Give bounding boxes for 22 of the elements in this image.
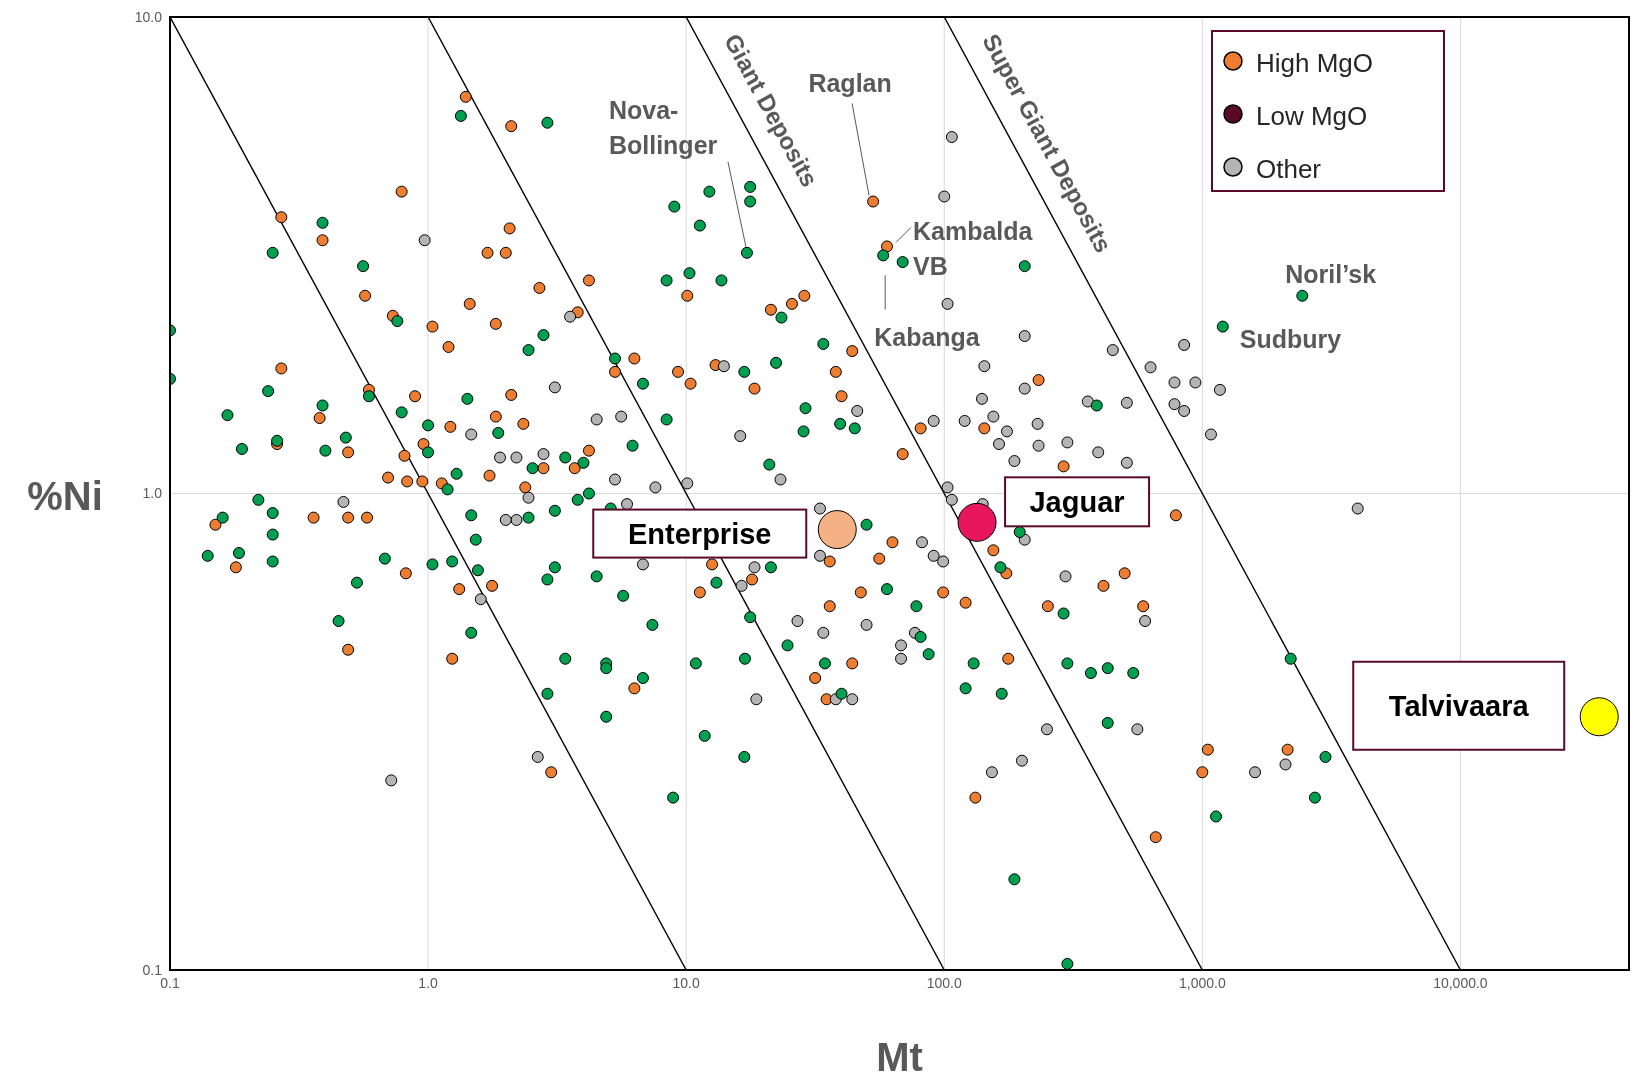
y-tick-label: 10.0 — [134, 8, 163, 25]
x-tick-label: 1.0 — [418, 974, 439, 991]
annotation: Sudbury — [1239, 324, 1342, 353]
legend-label: Other — [1256, 154, 1322, 184]
x-axis-title: Mt — [876, 1035, 923, 1074]
legend-label: Low MgO — [1256, 101, 1368, 131]
annotation: Noril’sk — [1285, 259, 1377, 288]
annotation: Enterprise — [628, 517, 772, 550]
annotation: Kambalda VB — [912, 217, 1034, 281]
y-tick-label: 1.0 — [142, 485, 163, 502]
x-tick-label: 0.1 — [160, 974, 180, 991]
annotation: Kabanga — [874, 323, 981, 352]
legend-label: High MgO — [1256, 48, 1374, 78]
annotation: Talvivaara — [1388, 689, 1530, 722]
y-tick-label: 0.1 — [142, 961, 163, 978]
x-tick-label: 10.0 — [672, 974, 700, 991]
annotation: Jaguar — [1029, 485, 1125, 518]
y-axis-title: %Ni — [27, 473, 103, 518]
annotation: Nova-Bollinger — [608, 95, 718, 159]
x-tick-label: 10,000.0 — [1433, 974, 1488, 991]
x-tick-label: 1,000.0 — [1178, 974, 1226, 991]
x-tick-label: 100.0 — [926, 974, 962, 991]
